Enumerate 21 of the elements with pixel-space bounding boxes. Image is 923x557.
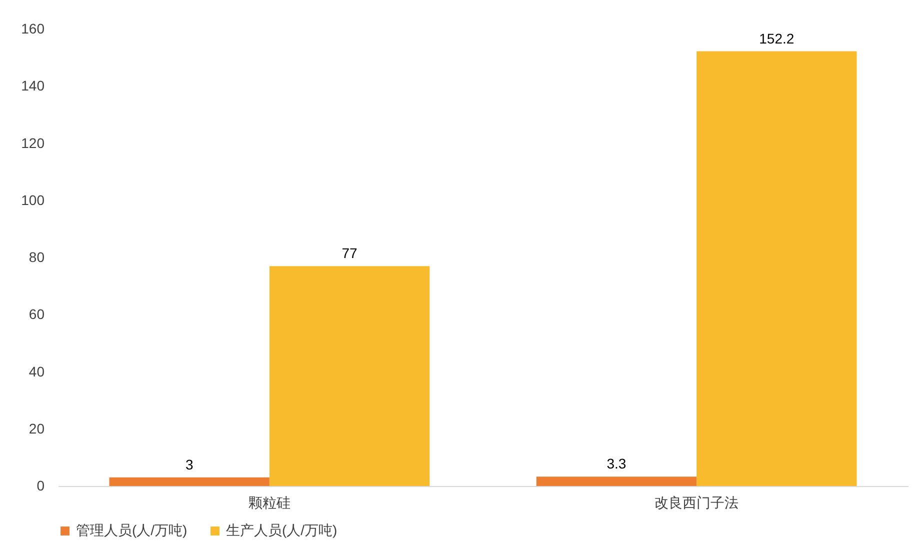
data-label: 77 bbox=[342, 245, 358, 262]
legend-label: 生产人员(人/万吨) bbox=[226, 522, 338, 538]
bar bbox=[696, 51, 857, 486]
legend-label: 管理人员(人/万吨) bbox=[76, 522, 188, 538]
y-tick-label: 20 bbox=[28, 420, 45, 436]
y-tick-label: 0 bbox=[36, 478, 45, 494]
bar bbox=[109, 477, 270, 486]
y-tick-label: 140 bbox=[21, 78, 45, 94]
x-tick-label: 颗粒硅 bbox=[248, 494, 290, 510]
data-label: 152.2 bbox=[759, 30, 794, 46]
y-tick-label: 40 bbox=[28, 363, 45, 380]
y-tick-label: 160 bbox=[21, 20, 45, 36]
y-tick-label: 60 bbox=[28, 306, 45, 322]
data-label: 3.3 bbox=[606, 456, 626, 472]
y-tick-label: 100 bbox=[21, 192, 45, 208]
bar bbox=[536, 476, 697, 486]
y-tick-label: 120 bbox=[21, 134, 45, 151]
x-tick-label: 改良西门子法 bbox=[654, 494, 739, 510]
data-label: 3 bbox=[185, 456, 194, 472]
bar bbox=[269, 266, 430, 486]
y-tick-label: 80 bbox=[28, 249, 45, 265]
